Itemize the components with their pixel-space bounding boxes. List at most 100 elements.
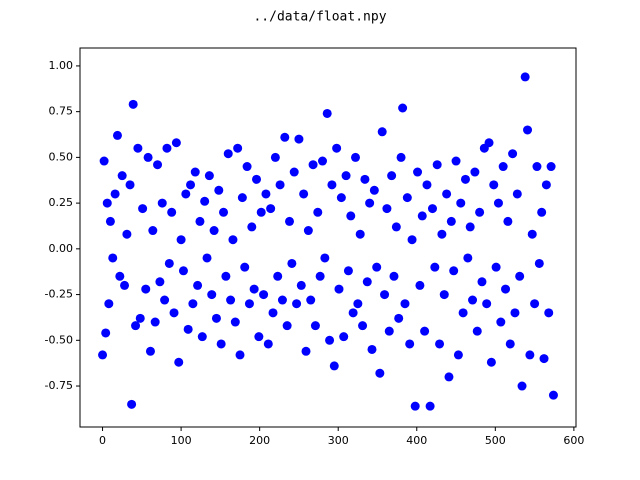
point xyxy=(176,235,186,245)
point xyxy=(141,284,151,294)
point xyxy=(405,339,415,349)
point xyxy=(242,162,252,172)
point xyxy=(195,216,205,226)
point xyxy=(453,350,463,360)
point xyxy=(442,189,452,199)
point xyxy=(534,258,544,268)
point xyxy=(512,189,522,199)
point xyxy=(320,253,330,263)
point xyxy=(396,152,406,162)
point xyxy=(235,350,245,360)
point xyxy=(162,143,172,153)
point xyxy=(498,162,508,172)
point xyxy=(360,174,370,184)
point xyxy=(268,308,278,318)
point xyxy=(346,211,356,221)
point xyxy=(334,284,344,294)
point xyxy=(501,284,511,294)
x-tick-label: 100 xyxy=(171,434,192,447)
point xyxy=(327,180,337,190)
point xyxy=(468,295,478,305)
plot-frame xyxy=(79,47,577,428)
point xyxy=(503,216,513,226)
point xyxy=(254,332,264,342)
point xyxy=(171,138,181,148)
point xyxy=(365,198,375,208)
point xyxy=(127,399,137,409)
point xyxy=(398,103,408,113)
point xyxy=(539,354,549,364)
point xyxy=(135,313,145,323)
point xyxy=(475,207,485,217)
point xyxy=(120,280,130,290)
point xyxy=(221,271,231,281)
point xyxy=(226,295,236,305)
point xyxy=(244,299,254,309)
x-tick-label: 300 xyxy=(328,434,349,447)
point xyxy=(394,313,404,323)
point xyxy=(249,284,259,294)
point xyxy=(546,162,556,172)
point xyxy=(510,308,520,318)
point xyxy=(420,326,430,336)
point xyxy=(541,180,551,190)
point xyxy=(233,143,243,153)
point xyxy=(520,72,530,82)
point xyxy=(389,271,399,281)
point xyxy=(289,167,299,177)
point xyxy=(460,174,470,184)
point xyxy=(472,326,482,336)
point xyxy=(375,368,385,378)
point xyxy=(247,222,257,232)
point xyxy=(470,167,480,177)
point xyxy=(223,149,233,159)
point xyxy=(491,262,501,272)
y-tick-label: 0.00 xyxy=(49,242,74,255)
point xyxy=(430,262,440,272)
point xyxy=(525,350,535,360)
point xyxy=(150,317,160,327)
point xyxy=(493,198,503,208)
point xyxy=(102,198,112,208)
point xyxy=(181,189,191,199)
point xyxy=(413,167,423,177)
point xyxy=(306,295,316,305)
point xyxy=(287,258,297,268)
point xyxy=(228,235,238,245)
point xyxy=(301,346,311,356)
point xyxy=(350,152,360,162)
y-tick-label: -0.25 xyxy=(45,288,73,301)
point xyxy=(138,204,148,214)
point xyxy=(237,193,247,203)
point xyxy=(435,339,445,349)
point xyxy=(444,372,454,382)
y-tick-label: 0.25 xyxy=(49,196,74,209)
point xyxy=(372,262,382,272)
point xyxy=(458,308,468,318)
point xyxy=(128,99,138,109)
point xyxy=(400,299,410,309)
point xyxy=(482,299,492,309)
point xyxy=(273,271,283,281)
point xyxy=(489,180,499,190)
point xyxy=(157,198,167,208)
point xyxy=(369,185,379,195)
point xyxy=(153,160,163,170)
point xyxy=(544,308,554,318)
point xyxy=(131,321,141,331)
point xyxy=(169,308,179,318)
point xyxy=(275,180,285,190)
point xyxy=(209,226,219,236)
point xyxy=(98,350,108,360)
point xyxy=(380,290,390,300)
point xyxy=(336,193,346,203)
y-tick-label: -0.50 xyxy=(45,333,73,346)
point xyxy=(125,180,135,190)
point xyxy=(240,262,250,272)
point xyxy=(200,196,210,206)
point xyxy=(341,171,351,181)
y-tick-label: 0.50 xyxy=(49,150,74,163)
point xyxy=(329,361,339,371)
